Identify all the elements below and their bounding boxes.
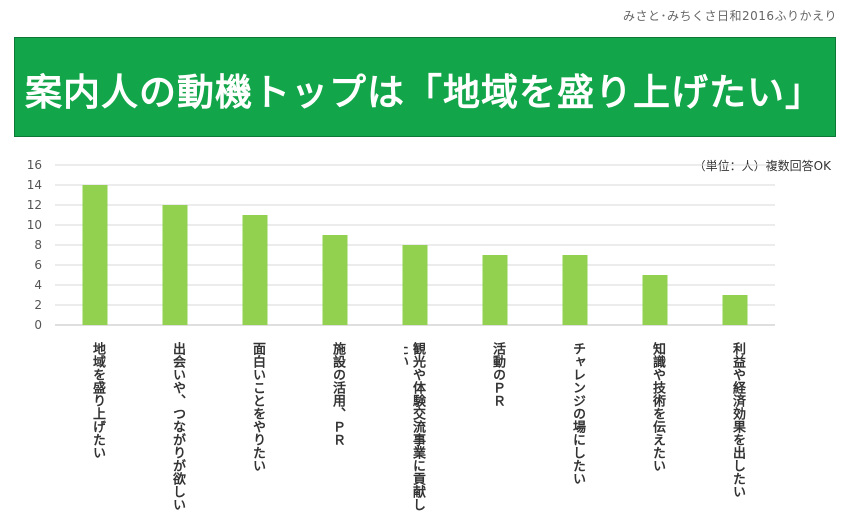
category-label: 利益や経済効果を出したい	[730, 342, 745, 498]
category-label: 知識や技術を伝えたい	[650, 342, 665, 472]
chart-bars	[82, 185, 748, 325]
y-tick-label: 6	[34, 258, 42, 272]
y-tick-label: 10	[27, 218, 42, 232]
y-tick-label: 0	[34, 318, 42, 332]
y-tick-label: 16	[27, 158, 42, 172]
bar	[162, 205, 188, 325]
y-tick-label: 14	[27, 178, 42, 192]
title-banner: 案内人の動機トップは「地域を盛り上げたい」	[14, 37, 836, 137]
bar	[82, 185, 108, 325]
category-label: 面白いことをやりたい	[250, 342, 265, 472]
bar	[562, 255, 588, 325]
category-label: 地域を盛り上げたい	[90, 342, 105, 459]
category-label: チャレンジの場にしたい	[570, 342, 585, 485]
bar	[482, 255, 508, 325]
bar	[642, 275, 668, 325]
y-tick-label: 2	[34, 298, 42, 312]
page-title: 案内人の動機トップは「地域を盛り上げたい」	[25, 71, 823, 114]
bar	[322, 235, 348, 325]
category-label: 出会いや、つながりが欲しい	[170, 342, 185, 511]
bar	[402, 245, 428, 325]
y-tick-label: 12	[27, 198, 42, 212]
category-label: 観光や体験交流事業に貢献したい	[404, 342, 425, 511]
bar-chart: 0 2 4 6 8 10 12 14 16	[27, 158, 775, 332]
bar	[722, 295, 748, 325]
category-label: 活動のＰＲ	[490, 342, 505, 407]
bar	[242, 215, 268, 325]
y-tick-label: 4	[34, 278, 42, 292]
category-label: 施設の活用、ＰＲ	[330, 342, 345, 446]
y-tick-label: 8	[34, 238, 42, 252]
source-label: みさと･みちくさ日和2016ふりかえり	[622, 9, 837, 23]
y-axis-ticks: 0 2 4 6 8 10 12 14 16	[27, 158, 42, 332]
unit-note: （単位：人）複数回答OK	[693, 159, 831, 173]
